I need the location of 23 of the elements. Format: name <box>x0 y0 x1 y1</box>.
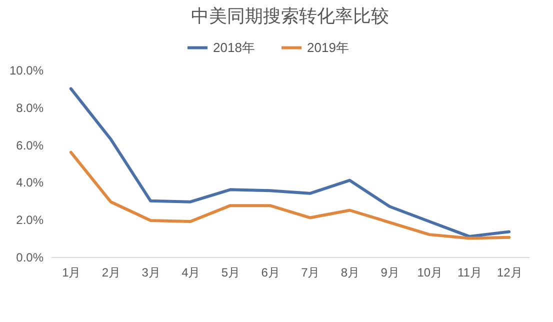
y-tick-label: 8.0% <box>16 100 44 115</box>
x-tick-label: 4月 <box>182 266 200 280</box>
chart-title: 中美同期搜索转化率比较 <box>191 6 389 26</box>
y-tick-label: 0.0% <box>16 250 44 264</box>
y-tick-label: 4.0% <box>16 176 44 190</box>
x-tick-label: 11月 <box>458 266 482 280</box>
y-tick-label: 10.0% <box>9 64 44 78</box>
line-series <box>69 87 511 238</box>
x-tick-label: 6月 <box>261 266 280 280</box>
x-tick-label: 5月 <box>221 266 240 280</box>
x-tick-label: 8月 <box>340 266 360 280</box>
x-tick-label: 12月 <box>496 266 522 280</box>
x-tick-label: 2月 <box>102 266 121 280</box>
line-series <box>69 150 511 240</box>
legend-label: 2019年 <box>307 40 349 55</box>
legend-label: 2018年 <box>213 40 255 55</box>
y-tick-label: 2.0% <box>16 213 44 228</box>
x-tick-label: 3月 <box>142 266 160 280</box>
x-tick-label: 10月 <box>417 266 443 280</box>
x-tick-label: 1月 <box>62 266 81 280</box>
x-tick-label: 9月 <box>380 266 400 280</box>
y-tick-label: 6.0% <box>16 138 44 152</box>
x-tick-label: 7月 <box>301 266 320 280</box>
